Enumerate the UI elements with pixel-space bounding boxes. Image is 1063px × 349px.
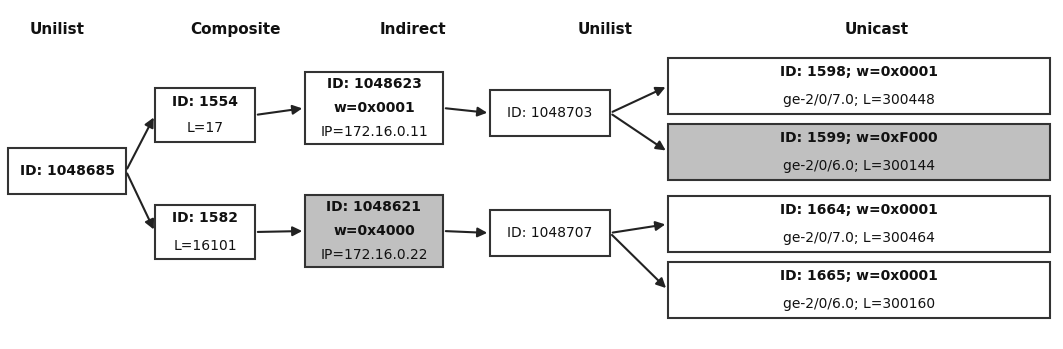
Text: Composite: Composite bbox=[190, 22, 281, 37]
Text: Indirect: Indirect bbox=[379, 22, 446, 37]
Text: L=17: L=17 bbox=[186, 121, 223, 135]
Text: ID: 1598; w=0x0001: ID: 1598; w=0x0001 bbox=[780, 65, 938, 79]
Text: ge-2/0/7.0; L=300448: ge-2/0/7.0; L=300448 bbox=[783, 93, 935, 107]
Bar bbox=[668, 196, 1050, 252]
Text: ID: 1048685: ID: 1048685 bbox=[19, 164, 115, 178]
Bar bbox=[668, 124, 1050, 180]
Text: IP=172.16.0.22: IP=172.16.0.22 bbox=[320, 248, 427, 262]
Text: Unilist: Unilist bbox=[578, 22, 632, 37]
Text: w=0x4000: w=0x4000 bbox=[333, 224, 415, 238]
Bar bbox=[490, 210, 610, 256]
Bar bbox=[490, 90, 610, 136]
Text: ID: 1599; w=0xF000: ID: 1599; w=0xF000 bbox=[780, 131, 938, 145]
Text: ID: 1048621: ID: 1048621 bbox=[326, 200, 422, 214]
Bar bbox=[305, 195, 443, 267]
Text: ID: 1664; w=0x0001: ID: 1664; w=0x0001 bbox=[780, 203, 938, 217]
Bar bbox=[668, 262, 1050, 318]
Text: ge-2/0/6.0; L=300144: ge-2/0/6.0; L=300144 bbox=[783, 159, 935, 173]
Text: ID: 1048707: ID: 1048707 bbox=[507, 226, 593, 240]
Text: L=16101: L=16101 bbox=[173, 238, 237, 252]
Bar bbox=[305, 72, 443, 144]
Bar bbox=[155, 88, 255, 142]
Text: ID: 1582: ID: 1582 bbox=[172, 211, 238, 225]
Text: ID: 1554: ID: 1554 bbox=[172, 95, 238, 109]
Text: Unilist: Unilist bbox=[30, 22, 85, 37]
Bar bbox=[9, 148, 126, 194]
Text: w=0x0001: w=0x0001 bbox=[333, 101, 415, 115]
Text: ID: 1048623: ID: 1048623 bbox=[326, 77, 421, 91]
Text: Unicast: Unicast bbox=[845, 22, 909, 37]
Text: ge-2/0/6.0; L=300160: ge-2/0/6.0; L=300160 bbox=[783, 297, 935, 311]
Bar bbox=[668, 58, 1050, 114]
Bar bbox=[155, 205, 255, 259]
Text: ID: 1048703: ID: 1048703 bbox=[507, 106, 593, 120]
Text: ge-2/0/7.0; L=300464: ge-2/0/7.0; L=300464 bbox=[783, 231, 935, 245]
Text: ID: 1665; w=0x0001: ID: 1665; w=0x0001 bbox=[780, 269, 938, 283]
Text: IP=172.16.0.11: IP=172.16.0.11 bbox=[320, 125, 428, 139]
